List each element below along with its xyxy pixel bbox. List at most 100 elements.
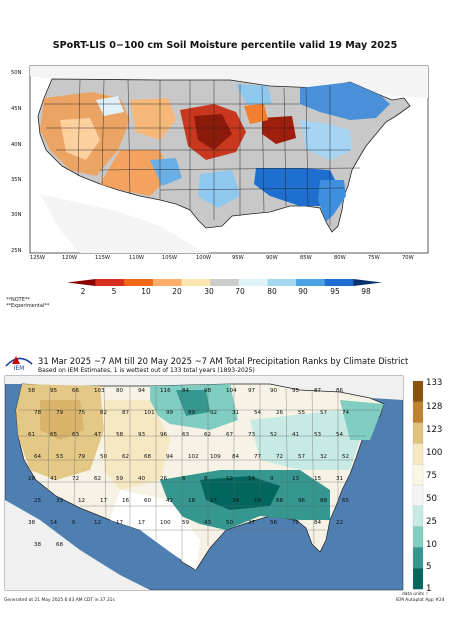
bottom-colorbar-segment	[412, 526, 424, 548]
district-rank: 38	[34, 542, 42, 548]
bottom-colorbar-segment	[412, 547, 424, 569]
lon-label-90w: 90W	[266, 255, 278, 261]
district-rank: 74	[342, 410, 350, 416]
top-cb-label-95: 95	[330, 287, 340, 296]
district-rank: 98	[204, 388, 212, 394]
bottom-cb-label-10: 10	[426, 540, 437, 550]
bottom-cb-label-75: 75	[426, 471, 437, 481]
district-rank: 47	[94, 432, 102, 438]
district-rank: 95	[50, 388, 58, 394]
lon-label-110w: 110W	[129, 255, 145, 261]
district-rank: 95	[292, 388, 300, 394]
district-rank: 58	[116, 432, 124, 438]
district-rank: 62	[122, 454, 129, 460]
district-rank: 55	[298, 410, 306, 416]
top-colorbar	[67, 279, 382, 286]
district-rank: 84	[182, 388, 190, 394]
district-rank: 9	[270, 476, 274, 482]
district-rank: 50	[226, 520, 234, 526]
lat-label-40n: 40N	[11, 142, 22, 148]
top-cb-label-90: 90	[298, 287, 308, 296]
district-rank: 75	[78, 410, 86, 416]
bottom-colorbar-segment	[412, 568, 424, 590]
iem-logo: IEM	[4, 350, 34, 372]
top-colorbar-segment	[124, 279, 154, 286]
district-rank: 77	[254, 454, 262, 460]
top-cb-label-70: 70	[235, 287, 245, 296]
district-rank: 41	[292, 432, 300, 438]
district-rank: 28	[28, 476, 36, 482]
district-rank: 67	[226, 432, 234, 438]
bottom-colorbar-segment	[412, 443, 424, 465]
district-rank: 62	[94, 476, 101, 482]
lon-label-95w: 95W	[232, 255, 244, 261]
bottom-map-title: 31 Mar 2025 ~7 AM till 20 May 2025 ~7 AM…	[38, 356, 409, 366]
district-rank: 99	[166, 410, 174, 416]
district-rank: 61	[28, 432, 36, 438]
district-rank: 57	[298, 454, 306, 460]
experimental-line: **Experimental**	[6, 303, 50, 309]
top-cb-label-5: 5	[111, 287, 117, 296]
district-rank: 12	[94, 520, 101, 526]
lon-label-80w: 80W	[334, 255, 346, 261]
district-rank: 66	[72, 388, 80, 394]
district-rank: 56	[270, 520, 278, 526]
district-rank: 43	[204, 520, 212, 526]
district-rank: 92	[210, 410, 217, 416]
top-colorbar-segment	[95, 279, 125, 286]
district-rank: 82	[100, 410, 107, 416]
bottom-colorbar-segment	[412, 505, 424, 527]
district-rank: 26	[160, 476, 168, 482]
district-rank: 14	[50, 520, 58, 526]
district-rank: 50	[100, 454, 108, 460]
bottom-colorbar-segment	[412, 464, 424, 486]
district-rank: 33	[56, 498, 64, 504]
district-rank: 104	[226, 388, 237, 394]
top-colorbar-segment	[267, 279, 297, 286]
lat-label-35n: 35N	[11, 177, 22, 183]
district-rank: 17	[138, 520, 146, 526]
lat-label-25n: 25N	[11, 248, 22, 254]
top-cb-label-98: 98	[361, 287, 371, 296]
district-rank: 57	[320, 410, 328, 416]
note-block: **NOTE** **Experimental**	[6, 297, 49, 309]
top-colorbar-segment	[324, 279, 354, 286]
district-rank: 70	[292, 520, 300, 526]
generated-text: Generated at 21 May 2025 6:43 AM CDT in …	[4, 598, 115, 603]
district-rank: 96	[298, 498, 306, 504]
district-rank: 22	[336, 520, 343, 526]
top-colorbar-segment	[67, 279, 96, 286]
district-rank: 18	[188, 498, 196, 504]
district-rank: 79	[78, 454, 86, 460]
bottom-colorbar-segment	[412, 422, 424, 444]
lat-label-50n: 50N	[11, 70, 22, 76]
district-rank: 8	[204, 476, 208, 482]
bottom-colorbar-segment	[412, 484, 424, 507]
district-rank: 73	[248, 432, 256, 438]
district-rank: 6	[182, 476, 186, 482]
top-colorbar-segment	[152, 279, 182, 286]
district-rank: 68	[56, 542, 64, 548]
top-colorbar-segment	[238, 279, 268, 286]
bottom-cb-label-123: 123	[426, 425, 443, 435]
district-rank: 34	[232, 498, 240, 504]
district-rank: 93	[138, 432, 146, 438]
district-rank: 78	[34, 410, 42, 416]
note-line: **NOTE**	[6, 297, 30, 303]
district-rank: 88	[320, 498, 328, 504]
lon-label-85w: 85W	[300, 255, 312, 261]
district-rank: 40	[138, 476, 146, 482]
lon-label-70w: 70W	[402, 255, 414, 261]
district-rank: 54	[254, 410, 262, 416]
lon-label-125w: 125W	[30, 255, 46, 261]
district-rank: 100	[160, 520, 171, 526]
district-rank: 89	[188, 410, 196, 416]
bottom-colorbar-segment	[412, 380, 424, 403]
lon-label-115w: 115W	[95, 255, 111, 261]
district-rank: 12	[226, 476, 233, 482]
district-rank: 32	[320, 454, 327, 460]
bottom-district-lines	[18, 384, 380, 560]
lon-label-120w: 120W	[62, 255, 78, 261]
